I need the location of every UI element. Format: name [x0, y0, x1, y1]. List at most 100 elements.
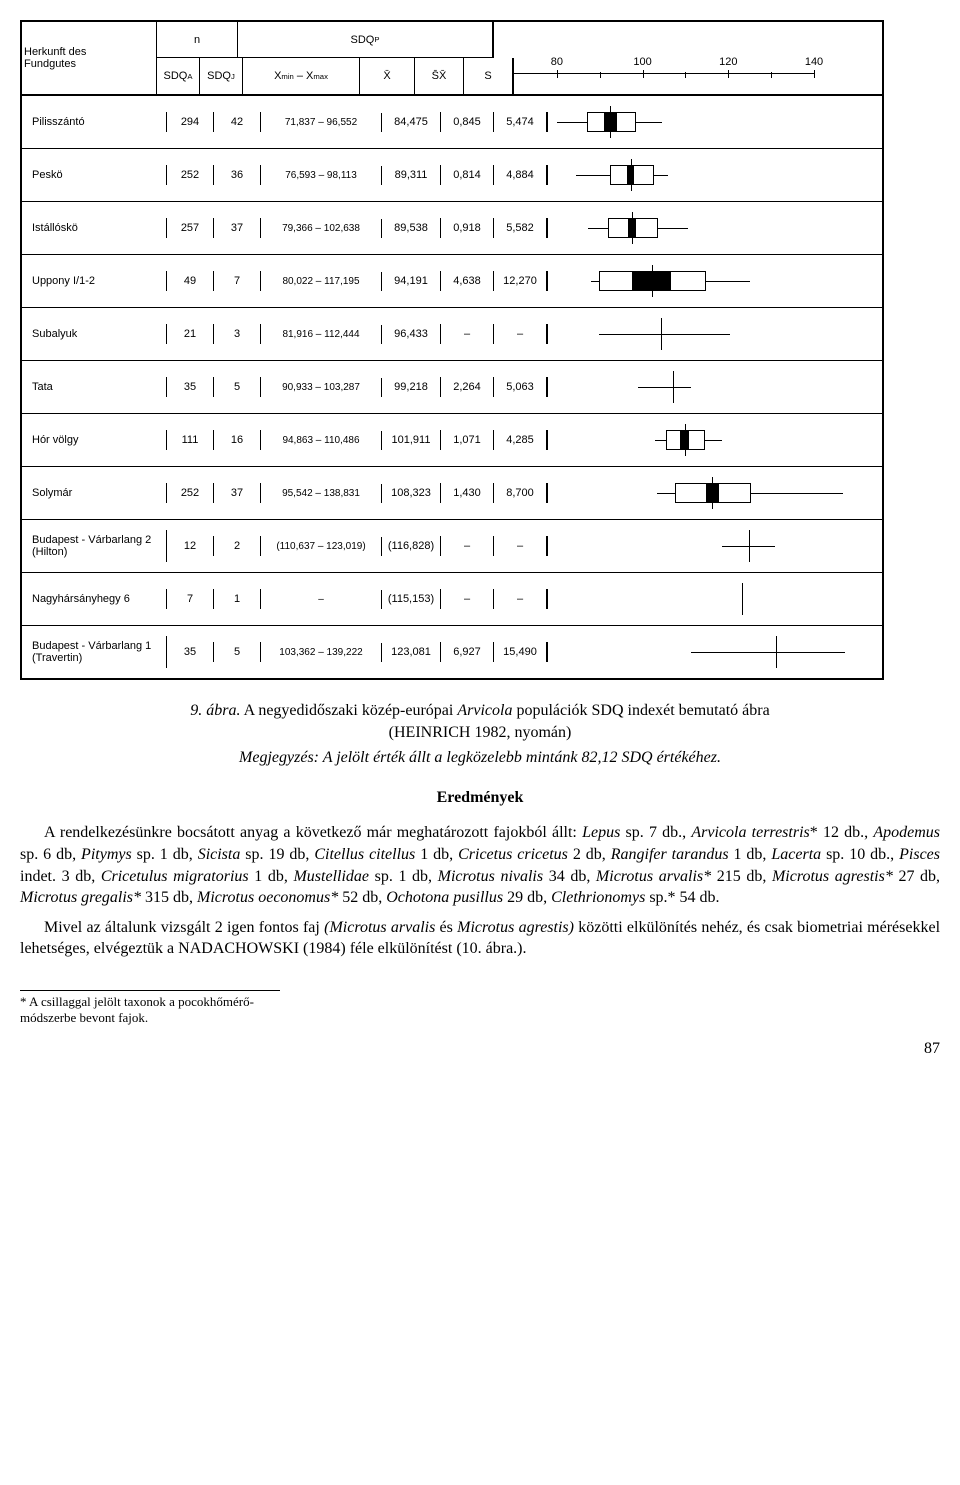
row-sx: 0,814: [441, 165, 494, 185]
section-heading: Eredmények: [20, 787, 940, 809]
caption-fig-num: 9. ábra.: [190, 702, 240, 719]
row-boxplot: [548, 308, 848, 360]
row-xbar: 94,191: [382, 271, 441, 291]
row-range: 71,837 – 96,552: [261, 113, 382, 132]
row-s: 12,270: [494, 271, 548, 291]
table-row: Peskö2523676,593 – 98,11389,3110,8144,88…: [22, 149, 882, 202]
row-s: 8,700: [494, 483, 548, 503]
row-range: (110,637 – 123,019): [261, 537, 382, 556]
row-s: 5,063: [494, 377, 548, 397]
row-sdqj: 37: [214, 483, 261, 503]
row-range: 76,593 – 98,113: [261, 166, 382, 185]
row-label: Budapest - Várbarlang 2 (Hilton): [22, 530, 167, 562]
row-xbar: 101,911: [382, 430, 441, 450]
paragraph-1: A rendelkezésünkre bocsátott anyag a köv…: [20, 822, 940, 908]
row-label: Nagyhársányhegy 6: [22, 589, 167, 609]
row-sdqa: 111: [167, 430, 214, 450]
row-boxplot: [548, 255, 848, 307]
row-sdqj: 42: [214, 112, 261, 132]
hdr-n: n: [157, 22, 238, 58]
row-sx: 4,638: [441, 271, 494, 291]
row-sdqj: 2: [214, 536, 261, 556]
row-s: 5,474: [494, 112, 548, 132]
row-xbar: (115,153): [382, 589, 441, 609]
hdr-sdqj: SDQJ: [200, 58, 243, 94]
sdq-figure: Herkunft des Fundgutes n SDQP SDQA SDQJ …: [20, 20, 884, 680]
row-range: 81,916 – 112,444: [261, 325, 382, 344]
row-label: Budapest - Várbarlang 1 (Travertin): [22, 636, 167, 668]
row-sdqa: 49: [167, 271, 214, 291]
row-sx: 0,845: [441, 112, 494, 132]
row-sx: 2,264: [441, 377, 494, 397]
paragraph-2: Mivel az általunk vizsgált 2 igen fontos…: [20, 917, 940, 960]
row-label: Solymár: [22, 483, 167, 503]
caption: 9. ábra. A negyedidőszaki közép-európai …: [20, 700, 940, 960]
row-sdqa: 252: [167, 165, 214, 185]
row-sdqj: 3: [214, 324, 261, 344]
row-boxplot: [548, 414, 848, 466]
row-boxplot: [548, 149, 848, 201]
row-sx: –: [441, 536, 494, 556]
page-number: 87: [20, 1040, 940, 1058]
row-sdqa: 7: [167, 589, 214, 609]
row-sx: –: [441, 589, 494, 609]
row-range: 79,366 – 102,638: [261, 219, 382, 238]
row-label: Istállóskö: [22, 218, 167, 238]
row-boxplot: [548, 96, 848, 148]
hdr-herkunft: Herkunft des Fundgutes: [22, 22, 157, 94]
row-range: 90,933 – 103,287: [261, 378, 382, 397]
row-sdqa: 35: [167, 642, 214, 662]
row-label: Pilisszántó: [22, 112, 167, 132]
row-boxplot: [548, 467, 848, 519]
row-sx: 1,071: [441, 430, 494, 450]
row-s: 15,490: [494, 642, 548, 662]
row-xbar: 89,311: [382, 165, 441, 185]
row-s: –: [494, 536, 548, 556]
table-row: Pilisszántó2944271,837 – 96,55284,4750,8…: [22, 96, 882, 149]
row-boxplot: [548, 361, 848, 413]
table-row: Istállóskö2573779,366 – 102,63889,5380,9…: [22, 202, 882, 255]
hdr-sx: S̄X̄: [415, 58, 464, 94]
row-sdqa: 21: [167, 324, 214, 344]
table-row: Budapest - Várbarlang 1 (Travertin)35510…: [22, 626, 882, 678]
row-boxplot: [548, 573, 848, 625]
row-xbar: 84,475: [382, 112, 441, 132]
table-row: Nagyhársányhegy 671–(115,153)––: [22, 573, 882, 626]
axis-area: 80100120140: [514, 22, 814, 94]
table-row: Solymár2523795,542 – 138,831108,3231,430…: [22, 467, 882, 520]
row-sx: –: [441, 324, 494, 344]
row-sx: 0,918: [441, 218, 494, 238]
table-header: Herkunft des Fundgutes n SDQP SDQA SDQJ …: [22, 22, 882, 96]
row-label: Uppony I/1-2: [22, 271, 167, 291]
row-sdqa: 294: [167, 112, 214, 132]
row-range: –: [261, 590, 382, 609]
row-range: 103,362 – 139,222: [261, 643, 382, 662]
row-label: Tata: [22, 377, 167, 397]
row-label: Peskö: [22, 165, 167, 185]
hdr-s: S: [464, 58, 514, 94]
row-s: –: [494, 589, 548, 609]
table-row: Subalyuk21381,916 – 112,44496,433––: [22, 308, 882, 361]
row-sdqj: 37: [214, 218, 261, 238]
row-boxplot: [548, 520, 848, 572]
row-boxplot: [548, 626, 848, 678]
table-row: Budapest - Várbarlang 2 (Hilton)122(110,…: [22, 520, 882, 573]
row-label: Subalyuk: [22, 324, 167, 344]
row-sx: 1,430: [441, 483, 494, 503]
row-sdqa: 12: [167, 536, 214, 556]
row-sdqj: 16: [214, 430, 261, 450]
row-xbar: 108,323: [382, 483, 441, 503]
row-xbar: 96,433: [382, 324, 441, 344]
row-sdqj: 5: [214, 377, 261, 397]
row-sdqj: 36: [214, 165, 261, 185]
row-xbar: (116,828): [382, 536, 441, 556]
caption-note: Megjegyzés: A jelölt érték állt a legköz…: [20, 747, 940, 769]
row-range: 80,022 – 117,195: [261, 272, 382, 291]
row-xbar: 123,081: [382, 642, 441, 662]
row-xbar: 89,538: [382, 218, 441, 238]
row-s: –: [494, 324, 548, 344]
hdr-sdqp: SDQP: [238, 22, 494, 58]
table-row: Hór völgy1111694,863 – 110,486101,9111,0…: [22, 414, 882, 467]
table-row: Uppony I/1-249780,022 – 117,19594,1914,6…: [22, 255, 882, 308]
row-s: 4,285: [494, 430, 548, 450]
